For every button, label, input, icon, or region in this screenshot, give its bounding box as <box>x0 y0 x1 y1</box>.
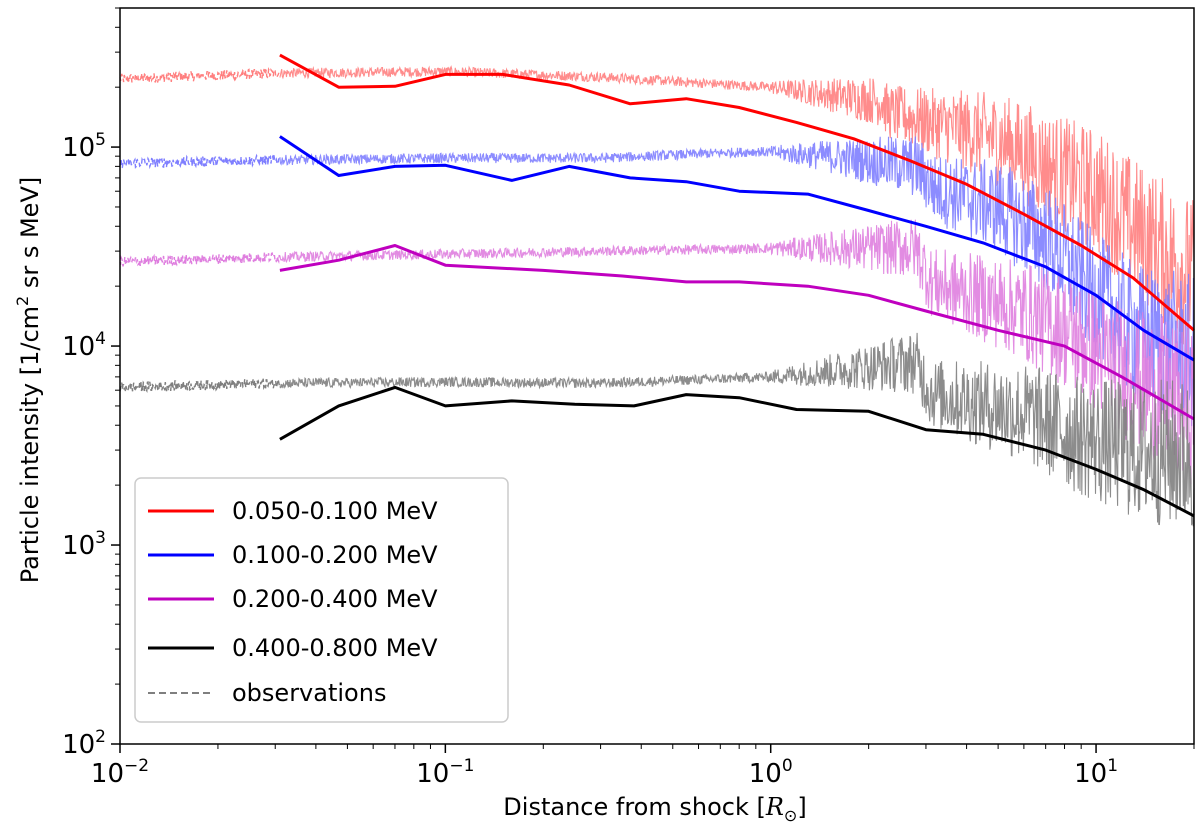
y-tick-label-exponent: 3 <box>95 528 106 548</box>
x-tick-label-exponent: −2 <box>124 756 149 776</box>
x-axis-ticks: 10−2 10−1 100 101 <box>91 744 1195 789</box>
legend-label-series-1: 0.050-0.100 MeV <box>232 497 438 525</box>
observation-dashed-series-1 <box>119 67 280 84</box>
legend-label-series-4: 0.400-0.800 MeV <box>232 634 438 662</box>
x-tick-label-base: 10 <box>749 759 782 789</box>
x-tick-label-3: 100 <box>749 756 793 789</box>
model-layer <box>279 53 1195 518</box>
y-axis-label-sup: 2 <box>13 296 32 306</box>
model-line-series-2 <box>279 135 1195 362</box>
x-axis-label-sub: ⊙ <box>784 806 797 825</box>
legend: 0.050-0.100 MeV 0.100-0.200 MeV 0.200-0.… <box>134 477 509 723</box>
y-tick-label-2: 103 <box>62 528 106 561</box>
x-tick-label-base: 10 <box>1074 759 1107 789</box>
y-tick-label-base: 10 <box>62 133 95 163</box>
y-tick-label-base: 10 <box>62 332 95 362</box>
y-tick-label-4: 105 <box>62 130 106 163</box>
observation-series-4 <box>279 332 1195 527</box>
y-axis-label-main: Particle intensity [1/cm <box>16 306 44 583</box>
y-tick-label-base: 10 <box>62 730 95 760</box>
x-tick-label-exponent: 0 <box>782 756 793 776</box>
y-tick-label-exponent: 4 <box>95 329 106 349</box>
y-tick-label-exponent: 5 <box>95 130 106 150</box>
x-axis-label: Distance from shock [R⊙] <box>503 793 806 825</box>
observation-series-2 <box>279 136 1195 427</box>
x-axis-label-symbol: R <box>765 793 784 821</box>
observations-layer <box>119 65 1195 527</box>
legend-label-observations: observations <box>232 679 386 707</box>
x-tick-label-1: 10−2 <box>91 756 149 789</box>
y-tick-label-1: 102 <box>62 727 106 760</box>
observation-dashed-series-2 <box>119 153 280 170</box>
x-axis-label-main: Distance from shock [ <box>503 793 766 821</box>
model-line-series-4 <box>279 385 1195 518</box>
legend-label-series-2: 0.100-0.200 MeV <box>232 541 438 569</box>
x-tick-label-base: 10 <box>416 759 449 789</box>
observation-dashed-series-4 <box>119 376 280 393</box>
y-tick-label-3: 104 <box>62 329 106 362</box>
observation-series-3 <box>279 219 1195 485</box>
model-line-series-1 <box>279 53 1195 332</box>
x-tick-label-4: 101 <box>1074 756 1118 789</box>
y-axis-label-end: sr s MeV] <box>16 177 44 296</box>
x-tick-label-exponent: 1 <box>1107 756 1118 776</box>
plot-frame <box>119 7 1195 745</box>
observation-dashed-series-3 <box>119 252 280 267</box>
x-tick-label-2: 10−1 <box>416 756 474 789</box>
legend-label-series-3: 0.200-0.400 MeV <box>232 585 438 613</box>
x-axis-label-end: ] <box>797 793 806 821</box>
y-tick-label-base: 10 <box>62 531 95 561</box>
y-axis-label: Particle intensity [1/cm2 sr s MeV] <box>13 177 44 583</box>
legend-box <box>134 477 509 723</box>
y-tick-label-exponent: 2 <box>95 727 106 747</box>
model-line-series-3 <box>279 244 1195 421</box>
x-tick-label-exponent: −1 <box>449 756 474 776</box>
x-tick-label-base: 10 <box>91 759 124 789</box>
observation-series-1 <box>279 65 1195 345</box>
